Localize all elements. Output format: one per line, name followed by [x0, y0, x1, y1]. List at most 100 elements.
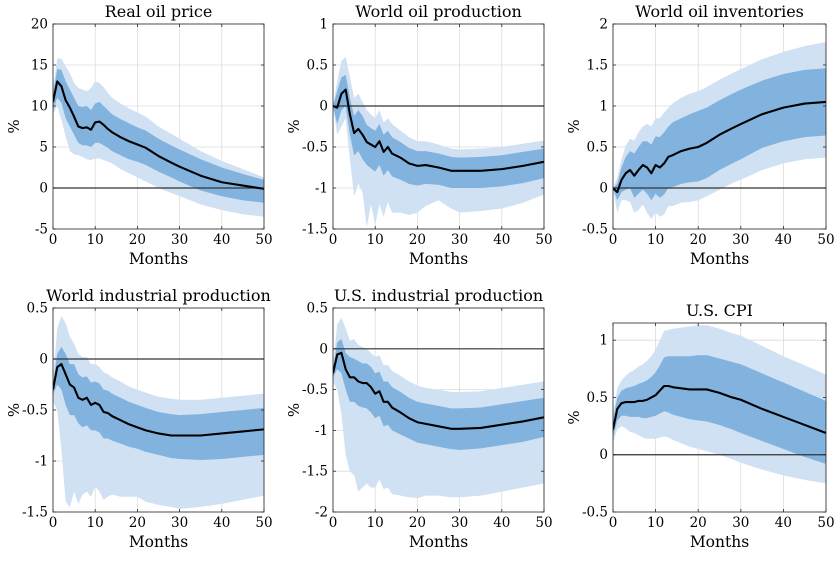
x-tick-label: 30	[732, 515, 749, 531]
x-tick-label: 0	[49, 515, 58, 531]
y-tick-label: 15	[31, 58, 48, 74]
x-tick-label: 40	[493, 515, 510, 531]
y-tick-label: -0.5	[302, 140, 328, 156]
impulse-response-line	[53, 363, 264, 437]
plot-frame	[332, 307, 545, 513]
impulse-response-line	[613, 100, 826, 194]
panel-title: World oil inventories	[635, 2, 804, 21]
y-axis-label: %	[285, 119, 303, 133]
y-tick-label: -1.5	[302, 222, 328, 238]
x-tick-label: 40	[213, 232, 230, 248]
y-tick-label: 0.5	[587, 140, 608, 156]
x-tick-label: 30	[732, 232, 749, 248]
impulse-response-line	[53, 80, 264, 190]
x-tick-label: 20	[129, 515, 146, 531]
y-tick-label: 0	[599, 447, 608, 463]
inner-confidence-band	[53, 346, 264, 460]
plot-frame	[612, 322, 827, 513]
y-tick-label: -1	[315, 181, 328, 197]
y-tick-label: 1	[599, 333, 608, 349]
x-axis-label: Months	[409, 533, 468, 551]
plot-frame	[332, 23, 545, 230]
y-axis-label: %	[5, 403, 23, 417]
inner-confidence-band	[53, 69, 264, 203]
panel-5: 0 10 20 30 40 50 -2 -1.5 -1 -0.5 0 0.5 U.S. industri…	[285, 286, 553, 551]
panel-title: World industrial production	[46, 286, 271, 305]
x-tick-label: 10	[87, 515, 104, 531]
y-tick-label: -1.5	[22, 505, 48, 521]
y-tick-label: 0	[39, 352, 48, 368]
y-tick-label: 20	[31, 17, 48, 33]
panel-title: Real oil price	[105, 2, 213, 21]
x-axis-label: Months	[129, 533, 188, 551]
x-tick-label: 30	[451, 232, 468, 248]
x-tick-label: 50	[255, 232, 272, 248]
x-axis-label: Months	[129, 250, 188, 268]
x-tick-label: 20	[690, 232, 707, 248]
plot-frame	[52, 23, 265, 230]
x-tick-label: 0	[329, 232, 338, 248]
x-tick-label: 50	[817, 232, 834, 248]
y-tick-label: 0.5	[307, 301, 328, 317]
impulse-response-line	[333, 88, 544, 172]
y-tick-label: -2	[315, 505, 328, 521]
y-tick-label: 1.5	[587, 58, 608, 74]
y-tick-label: 0	[39, 181, 48, 197]
x-axis-label: Months	[409, 250, 468, 268]
x-tick-label: 20	[409, 232, 426, 248]
y-tick-label: 0.5	[307, 58, 328, 74]
y-tick-label: 10	[31, 99, 48, 115]
x-tick-label: 50	[535, 515, 552, 531]
x-tick-label: 40	[493, 232, 510, 248]
panel-2: 0 10 20 30 40 50 -1.5 -1 -0.5 0 0.5 1 World oil prod…	[285, 2, 553, 268]
x-tick-label: 30	[451, 515, 468, 531]
y-axis-label: %	[565, 119, 583, 133]
y-tick-label: 0.5	[587, 390, 608, 406]
y-tick-label: -5	[35, 222, 48, 238]
x-tick-label: 10	[647, 232, 664, 248]
y-tick-label: -0.5	[22, 403, 48, 419]
y-tick-label: -1	[35, 454, 48, 470]
plot-frame	[612, 23, 827, 230]
x-tick-label: 0	[329, 515, 338, 531]
x-tick-label: 40	[213, 515, 230, 531]
x-tick-label: 10	[647, 515, 664, 531]
x-tick-label: 50	[255, 515, 272, 531]
x-tick-label: 50	[535, 232, 552, 248]
y-tick-label: -1.5	[302, 464, 328, 480]
y-tick-label: -0.5	[302, 382, 328, 398]
x-tick-label: 40	[775, 232, 792, 248]
x-axis-label: Months	[690, 250, 749, 268]
y-tick-label: 0	[319, 99, 328, 115]
x-tick-label: 20	[690, 515, 707, 531]
x-tick-label: 0	[609, 232, 618, 248]
y-tick-label: 5	[39, 140, 48, 156]
x-tick-label: 30	[171, 515, 188, 531]
x-tick-label: 10	[87, 232, 104, 248]
x-tick-label: 30	[171, 232, 188, 248]
y-tick-label: -1	[315, 423, 328, 439]
y-axis-label: %	[565, 410, 583, 424]
x-tick-label: 50	[817, 515, 834, 531]
y-tick-label: 1	[319, 17, 328, 33]
x-tick-label: 40	[775, 515, 792, 531]
y-axis-label: %	[285, 403, 303, 417]
y-axis-label: %	[5, 119, 23, 133]
y-tick-label: 0	[319, 341, 328, 357]
y-tick-label: 2	[599, 17, 608, 33]
x-tick-label: 0	[49, 232, 58, 248]
y-tick-label: 1	[599, 99, 608, 115]
y-tick-label: 0.5	[27, 301, 48, 317]
x-tick-label: 20	[129, 232, 146, 248]
x-tick-label: 0	[609, 515, 618, 531]
x-tick-label: 10	[367, 232, 384, 248]
inner-confidence-band	[333, 339, 544, 450]
x-tick-label: 10	[367, 515, 384, 531]
x-tick-label: 20	[409, 515, 426, 531]
y-tick-label: -0.5	[582, 505, 608, 521]
